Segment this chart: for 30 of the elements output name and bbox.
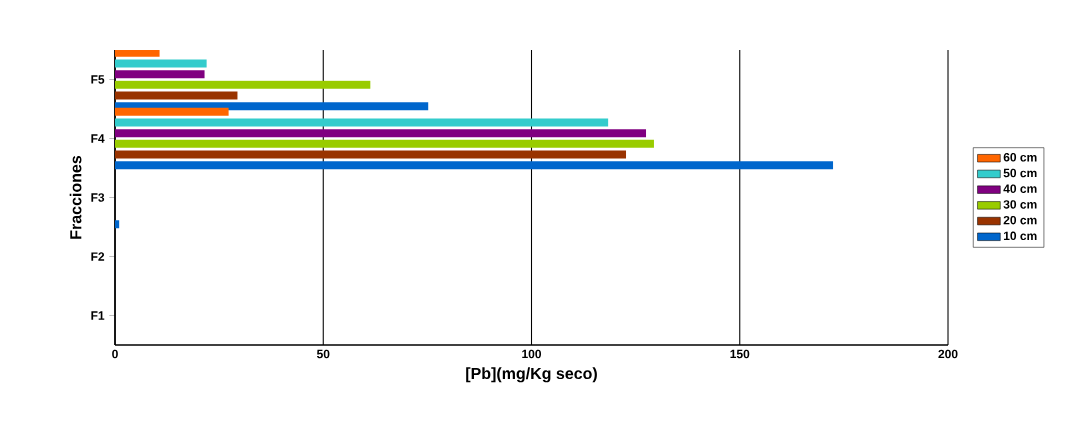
legend-label: 30 cm bbox=[1003, 200, 1037, 209]
y-tick-label: F4 bbox=[91, 134, 105, 143]
bar bbox=[115, 91, 238, 100]
y-axis-title: Fracciones bbox=[69, 155, 82, 239]
bar bbox=[115, 129, 647, 138]
bar bbox=[115, 59, 207, 68]
legend-label: 40 cm bbox=[1003, 184, 1037, 193]
bar bbox=[115, 102, 429, 111]
bar bbox=[115, 107, 229, 116]
bar bbox=[115, 139, 654, 148]
x-tick-label: 100 bbox=[522, 349, 542, 359]
legend-label: 50 cm bbox=[1003, 168, 1037, 178]
x-tick-label: 150 bbox=[730, 349, 750, 359]
legend-label: 20 cm bbox=[1003, 215, 1037, 225]
y-tick-label: F3 bbox=[91, 193, 105, 202]
bar bbox=[115, 118, 609, 127]
x-tick-label: 200 bbox=[938, 349, 958, 359]
x-tick-label: 0 bbox=[112, 349, 118, 359]
bar bbox=[115, 150, 627, 159]
y-tick-label: F5 bbox=[91, 75, 105, 84]
bar bbox=[115, 80, 371, 89]
y-tick-label: F1 bbox=[91, 311, 105, 320]
x-axis-title: [Pb](mg/Kg seco) bbox=[466, 367, 597, 383]
bar bbox=[115, 70, 205, 79]
legend-label: 10 cm bbox=[1003, 231, 1037, 241]
bar bbox=[115, 50, 160, 57]
legend-label: 60 cm bbox=[1003, 153, 1037, 162]
x-tick-label: 50 bbox=[316, 349, 330, 359]
bar bbox=[115, 161, 834, 170]
y-tick-label: F2 bbox=[91, 252, 105, 261]
